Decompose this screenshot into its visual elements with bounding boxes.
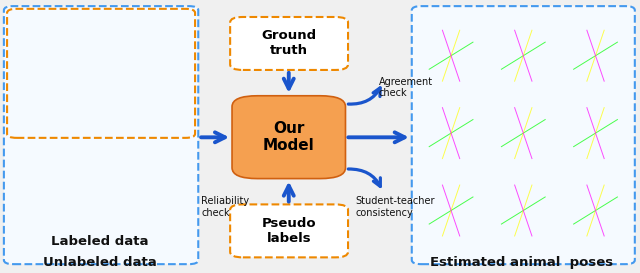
Bar — [103, 17, 144, 134]
Bar — [134, 206, 190, 235]
Bar — [134, 174, 190, 203]
Text: Unlabeled data: Unlabeled data — [44, 256, 157, 269]
Bar — [562, 173, 629, 248]
Bar — [73, 206, 129, 235]
Text: Agreement
check: Agreement check — [379, 77, 433, 98]
Bar — [12, 143, 68, 172]
Text: Reliability
check: Reliability check — [202, 196, 250, 218]
FancyBboxPatch shape — [412, 6, 635, 264]
Bar — [490, 173, 557, 248]
Bar — [490, 96, 557, 171]
Bar — [562, 96, 629, 171]
Bar — [134, 143, 190, 172]
Text: Student-teacher
consistency: Student-teacher consistency — [355, 196, 435, 218]
Bar — [73, 174, 129, 203]
Bar — [12, 17, 52, 134]
Text: Estimated animal  poses: Estimated animal poses — [431, 256, 614, 269]
Bar — [417, 173, 484, 248]
Bar — [562, 18, 629, 93]
Bar — [417, 96, 484, 171]
Bar — [12, 206, 68, 235]
Text: Pseudo
labels: Pseudo labels — [262, 217, 316, 245]
Bar — [490, 18, 557, 93]
FancyBboxPatch shape — [4, 6, 198, 264]
Bar — [149, 17, 190, 134]
Bar — [417, 18, 484, 93]
Bar — [58, 17, 98, 134]
FancyBboxPatch shape — [230, 204, 348, 257]
Text: Our
Model: Our Model — [263, 121, 315, 153]
FancyBboxPatch shape — [232, 96, 346, 179]
Text: Ground
truth: Ground truth — [262, 29, 317, 58]
Text: Labeled data: Labeled data — [51, 235, 149, 248]
FancyBboxPatch shape — [230, 17, 348, 70]
Bar — [73, 143, 129, 172]
Bar — [12, 174, 68, 203]
